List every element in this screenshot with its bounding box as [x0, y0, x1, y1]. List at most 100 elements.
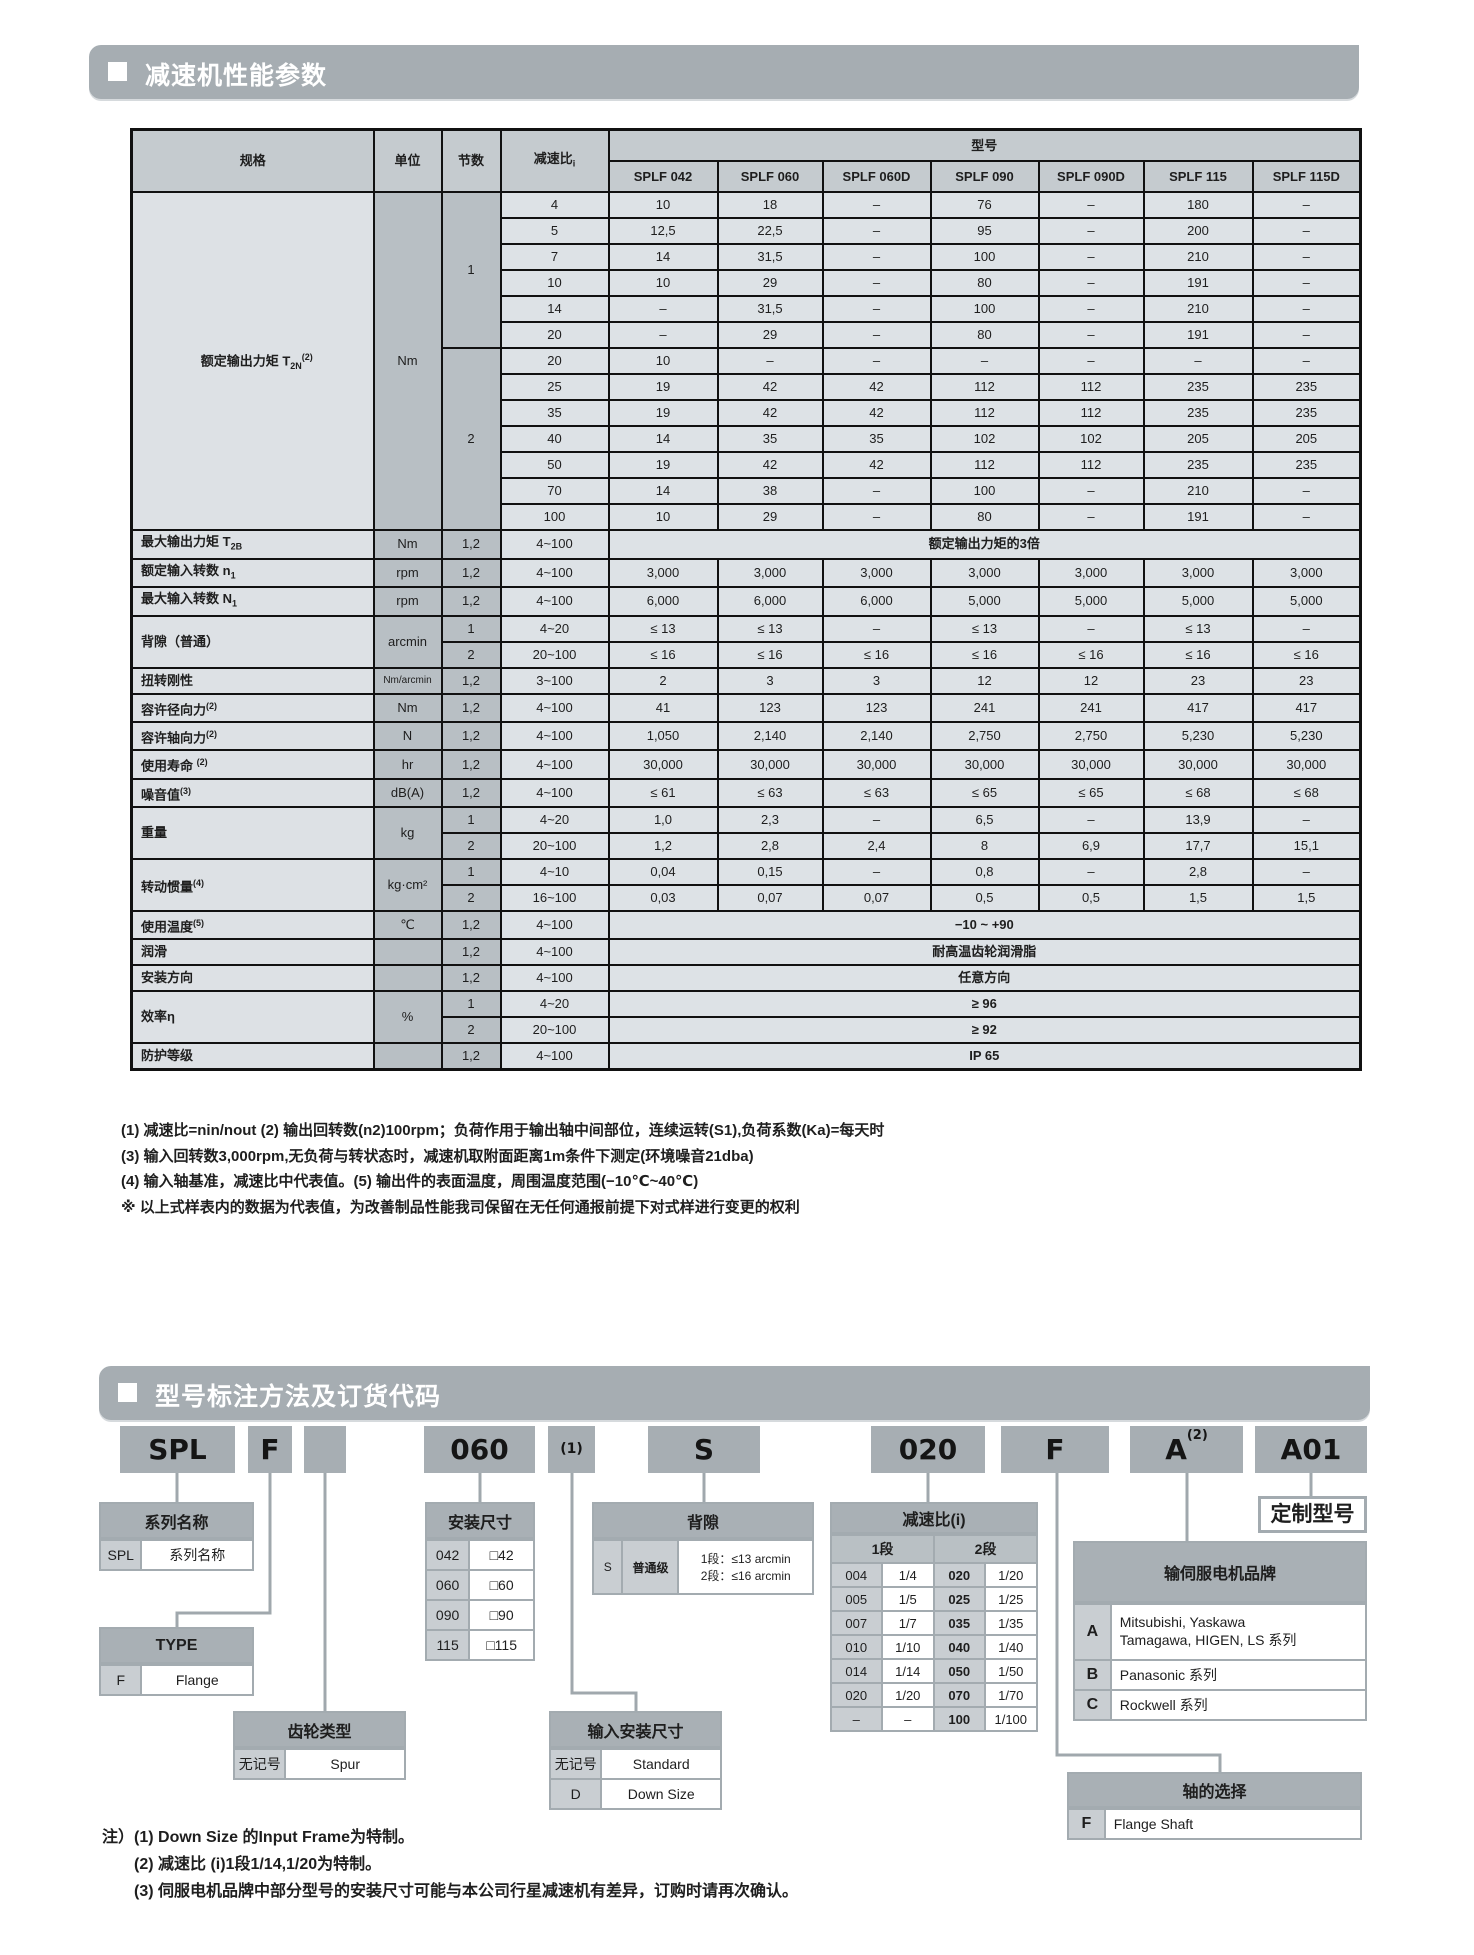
subtable-cell: 040: [933, 1636, 984, 1658]
spec-value: 76: [929, 191, 1040, 219]
spec-value: 2,750: [929, 721, 1040, 752]
code-box: S: [648, 1426, 760, 1473]
spec-value: 417: [1251, 692, 1362, 724]
spec-value: –: [821, 191, 932, 219]
subtable-cell: □115: [468, 1631, 533, 1659]
spec-value: 6,000: [716, 586, 824, 617]
subtable-cell: 014: [832, 1660, 881, 1682]
subtable-row: 115 □115: [427, 1629, 533, 1659]
spec-value: 112: [929, 399, 1040, 427]
code-text: F: [260, 1433, 280, 1466]
spec-value: 38: [716, 477, 824, 505]
spec-value: 42: [821, 451, 932, 479]
subtable-row: 060 □60: [427, 1569, 533, 1599]
spec-value: 30,000: [1142, 749, 1254, 780]
spec-value: 17,7: [1142, 832, 1254, 861]
spec-label-text: 最大输出力矩 T: [141, 534, 231, 549]
table-row: 最大输入转数 N1 rpm 1,2 4~100 6,000 6,000 6,000 5,000…: [130, 586, 1362, 617]
spec-label: 背隙（普通）: [130, 614, 375, 669]
spec-value-span: −10 ~ +90: [607, 910, 1362, 941]
spec-value: 42: [821, 373, 932, 401]
subtable-row: 014 1/14 050 1/50: [832, 1658, 1036, 1682]
spec-unit: Nm/arcmin: [372, 666, 443, 695]
spec-value: ≤ 13: [929, 614, 1040, 643]
code-box: A01: [1255, 1426, 1367, 1473]
spec-value: 95: [929, 217, 1040, 245]
spec-label: 重量: [130, 806, 375, 861]
subtable-cell: 无记号: [551, 1750, 601, 1778]
table-row: 20–29–80–191–: [132, 321, 1362, 349]
code-box: (1): [548, 1426, 595, 1473]
spec-value: –: [1251, 503, 1362, 531]
table-row: 14–31,5–100–210–: [132, 295, 1362, 323]
spec-unit: [372, 938, 443, 967]
spec-label: 额定输入转数 n1: [130, 557, 375, 589]
spec-value: 5,230: [1251, 721, 1362, 752]
subtable-cell: 1/40: [983, 1636, 1036, 1658]
spec-ratio: 16~100: [499, 884, 610, 913]
spec-value: 8: [929, 832, 1040, 861]
spec-value: 5,000: [1037, 586, 1145, 617]
spec-value: 10: [607, 191, 719, 219]
spec-value: 3,000: [1142, 557, 1254, 589]
spec-ratio: 20~100: [499, 1016, 610, 1045]
spec-value: 23: [1251, 666, 1362, 695]
subtable-cell: Mitsubishi, Yaskawa Tamagawa, HIGEN, LS …: [1109, 1605, 1365, 1659]
spec-ratio: 70: [499, 477, 610, 505]
spec-value: –: [607, 321, 719, 349]
spec-label: 最大输入转数 N1: [130, 586, 375, 617]
spec-value: –: [1251, 295, 1362, 323]
code-box: [304, 1426, 346, 1473]
spec-value: –: [821, 321, 932, 349]
spec-label: 效率η: [130, 990, 375, 1045]
spec-value: 100: [929, 477, 1040, 505]
table-row: 使用寿命 (2) hr 1,2 4~100 30,000 30,000 30,000 30,0…: [130, 749, 1362, 780]
spec-stage: 1: [440, 806, 502, 835]
spec-unit: Nm: [372, 529, 443, 560]
spec-value: 14: [607, 425, 719, 453]
subtable-subheader-row: 1段 2段: [832, 1534, 1036, 1562]
spec-value: –: [1037, 806, 1145, 835]
subtable-cell: 025: [933, 1588, 984, 1610]
spec-value: –: [1037, 191, 1145, 219]
spec-value: 23: [1142, 666, 1254, 695]
spec-value: 112: [929, 451, 1040, 479]
spec-value: –: [821, 806, 932, 835]
spec-notes: (1) 减速比=nin/nout (2) 输出回转数(n2)100rpm；负荷作…: [121, 1118, 884, 1220]
spec-label: 噪音值(3): [130, 777, 375, 809]
spec-value: –: [821, 269, 932, 297]
spec-label: 使用温度(5): [130, 910, 375, 941]
spec-value: ≤ 63: [821, 777, 932, 809]
subtable-title: 齿轮类型: [235, 1713, 404, 1748]
subtable-row: – –100 1/100: [832, 1706, 1036, 1730]
spec-value: –: [1037, 243, 1145, 271]
spec-label-text: 噪音值: [141, 787, 181, 803]
spec-stage: 1,2: [440, 666, 502, 695]
spec-label-text: 防护等级: [141, 1048, 194, 1064]
spec-value: 112: [929, 373, 1040, 401]
spec-unit: hr: [372, 749, 443, 780]
spec-value: –: [1037, 217, 1145, 245]
spec-stage: 1,2: [440, 777, 502, 809]
spec-label-note: (2): [196, 757, 208, 768]
table-row: 最大输出力矩 T2B Nm 1,2 4~100 额定输出力矩的3倍: [130, 529, 1362, 560]
spec-value: 3,000: [821, 557, 932, 589]
section-header-performance: 减速机性能参数: [89, 45, 1359, 99]
spec-stage: 2: [440, 347, 502, 531]
spec-value: –: [821, 503, 932, 531]
spec-stage: 2: [440, 640, 502, 669]
spec-value: 1,5: [1251, 884, 1362, 913]
spec-value: 0,07: [716, 884, 824, 913]
spec-value: 14: [607, 477, 719, 505]
model-header: SPLF 060D: [821, 160, 932, 193]
spec-value: 80: [929, 269, 1040, 297]
spec-ratio: 4~100: [499, 586, 610, 617]
spec-label-text: 额定输入转数 n: [141, 562, 231, 578]
spec-value: –: [1251, 217, 1362, 245]
table-row: 35 19 42 42 112 112 235 235: [132, 399, 1362, 427]
spec-value: 29: [716, 269, 824, 297]
spec-label-note: (2): [206, 729, 218, 740]
subtable-title: TYPE: [101, 1629, 252, 1664]
spec-value: 12: [929, 666, 1040, 695]
